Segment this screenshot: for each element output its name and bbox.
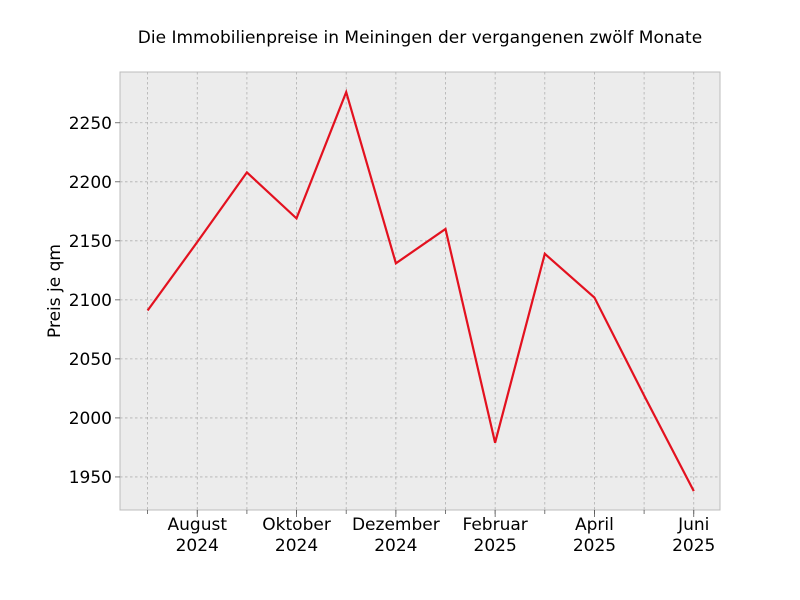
y-tick-label: 2050 — [69, 350, 112, 370]
x-tick-label: April 2025 — [573, 515, 616, 556]
y-tick-label: 2250 — [69, 114, 112, 134]
y-tick-label: 2000 — [69, 409, 112, 429]
x-tick-label: Dezember 2024 — [352, 515, 440, 556]
y-tick-label: 2100 — [69, 291, 112, 311]
x-tick-label: Februar 2025 — [463, 515, 528, 556]
y-tick-label: 2150 — [69, 232, 112, 252]
chart-title: Die Immobilienpreise in Meiningen der ve… — [138, 28, 702, 48]
plot-area — [120, 72, 720, 510]
x-tick-label: August 2024 — [168, 515, 228, 556]
x-tick-label: Juni 2025 — [672, 515, 715, 556]
y-tick-label: 2200 — [69, 173, 112, 193]
y-axis-label: Preis je qm — [45, 244, 65, 338]
y-tick-label: 1950 — [69, 468, 112, 488]
x-tick-label: Oktober 2024 — [262, 515, 331, 556]
